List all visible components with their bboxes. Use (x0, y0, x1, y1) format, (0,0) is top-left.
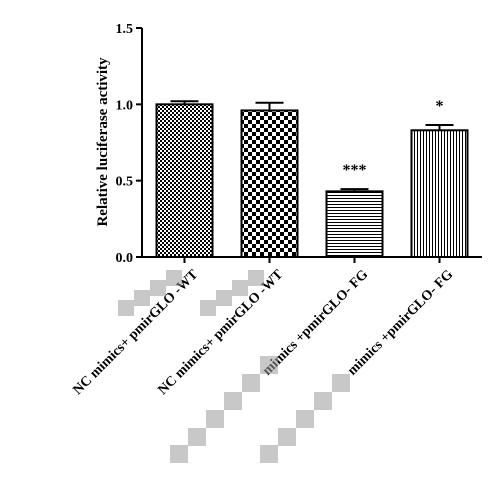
y-tick-label: 0.5 (116, 175, 134, 190)
bar-1 (155, 103, 214, 259)
y-tick-label: 0.0 (116, 251, 134, 266)
redaction-block (224, 392, 242, 410)
redaction-block (242, 374, 260, 392)
redaction-block (150, 280, 166, 296)
redaction-block (260, 356, 278, 374)
y-axis-label: Relative luciferase activity (95, 57, 111, 227)
redaction-block (278, 428, 296, 446)
redaction-block (216, 290, 232, 306)
redaction-block (188, 428, 206, 446)
bar-2 (240, 109, 299, 258)
redaction-block (166, 270, 182, 286)
redaction-block (134, 290, 150, 306)
redaction-block (200, 300, 216, 316)
y-tick-label: 1.0 (116, 98, 134, 113)
redaction-block (170, 445, 188, 463)
y-axis: 0.0 0.5 1.0 1.5 (116, 22, 143, 266)
bar-3 (325, 190, 384, 258)
redaction-block (206, 410, 224, 428)
bars-group: **** (155, 98, 469, 259)
significance-marker-4: * (436, 98, 444, 115)
bar-4 (410, 129, 469, 258)
redaction-block (260, 445, 278, 463)
redaction-block (332, 374, 350, 392)
redaction-block (248, 270, 264, 286)
y-tick-label: 1.5 (116, 22, 134, 37)
redaction-block (314, 392, 332, 410)
redaction-block (118, 300, 134, 316)
significance-marker-3: *** (343, 162, 367, 179)
redaction-block (232, 280, 248, 296)
redaction-block (296, 410, 314, 428)
